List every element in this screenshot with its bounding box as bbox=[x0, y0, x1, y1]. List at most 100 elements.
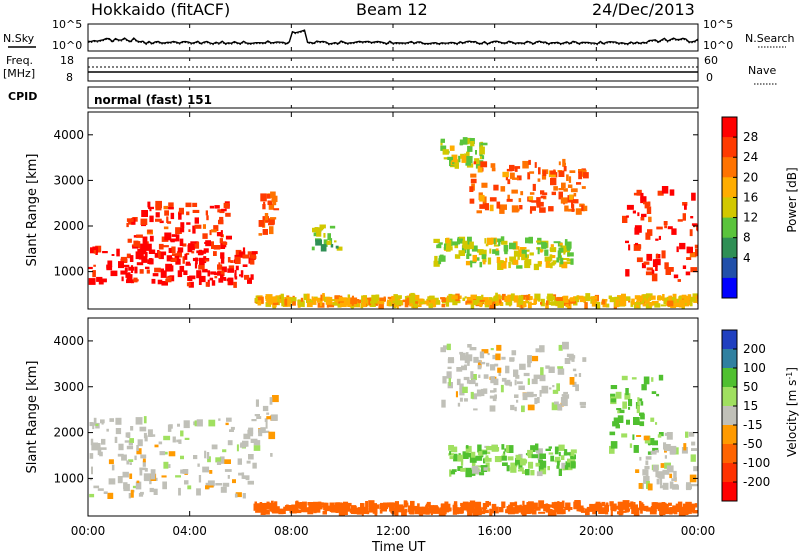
data-cell bbox=[182, 256, 185, 264]
data-cell bbox=[550, 263, 553, 269]
data-cell bbox=[542, 192, 548, 196]
data-cell bbox=[479, 351, 485, 359]
data-cell bbox=[159, 451, 166, 456]
data-cell bbox=[516, 399, 519, 403]
data-cell bbox=[637, 397, 640, 406]
data-cell bbox=[526, 259, 532, 266]
data-cell bbox=[520, 508, 527, 515]
date-title: 24/Dec/2013 bbox=[592, 0, 695, 19]
data-cell bbox=[203, 248, 209, 253]
data-cell bbox=[433, 238, 440, 243]
data-cell bbox=[511, 350, 517, 356]
data-cell bbox=[329, 502, 334, 509]
data-cell bbox=[564, 358, 571, 364]
data-cell bbox=[539, 345, 545, 353]
data-cell bbox=[549, 254, 553, 261]
data-cell bbox=[558, 247, 564, 253]
data-cell bbox=[413, 293, 416, 301]
data-cell bbox=[689, 229, 693, 237]
data-cell bbox=[510, 466, 517, 473]
data-cell bbox=[248, 433, 254, 437]
data-cell bbox=[227, 257, 231, 263]
data-cell bbox=[163, 226, 169, 230]
data-cell bbox=[462, 137, 468, 145]
colorbar-tick-label: -15 bbox=[743, 418, 763, 432]
data-cell bbox=[639, 398, 643, 402]
data-cell bbox=[634, 225, 642, 233]
nave-label: Nave bbox=[748, 64, 776, 77]
data-cell bbox=[551, 191, 556, 196]
data-cell bbox=[654, 449, 659, 453]
data-cell bbox=[505, 257, 508, 263]
data-cell bbox=[137, 248, 141, 257]
data-cell bbox=[469, 198, 475, 204]
data-cell bbox=[137, 439, 143, 447]
data-cell bbox=[612, 421, 620, 427]
data-cell bbox=[136, 262, 144, 266]
data-cell bbox=[196, 488, 201, 496]
data-cell bbox=[461, 365, 467, 371]
data-cell bbox=[570, 188, 578, 193]
data-cell bbox=[118, 261, 124, 269]
data-cell bbox=[132, 245, 138, 249]
data-cell bbox=[660, 304, 667, 307]
data-cell bbox=[528, 196, 534, 201]
data-cell bbox=[441, 297, 448, 303]
data-cell bbox=[662, 469, 670, 475]
data-cell bbox=[329, 225, 336, 229]
y-tick-label: 4000 bbox=[53, 334, 84, 348]
data-cell bbox=[640, 217, 645, 221]
data-cell bbox=[638, 483, 643, 489]
data-cell bbox=[621, 433, 628, 438]
data-cell bbox=[507, 456, 514, 461]
data-cell bbox=[442, 149, 449, 155]
data-cell bbox=[624, 393, 631, 400]
data-cell bbox=[136, 234, 143, 238]
data-cell bbox=[569, 377, 575, 385]
data-cell bbox=[528, 461, 534, 469]
data-cell bbox=[415, 294, 420, 300]
data-cell bbox=[495, 248, 499, 251]
data-cell bbox=[522, 160, 529, 169]
data-cell bbox=[557, 403, 562, 408]
data-cell bbox=[662, 294, 665, 301]
data-cell bbox=[415, 506, 423, 511]
data-cell bbox=[457, 238, 463, 244]
data-cell bbox=[547, 509, 553, 516]
data-cell bbox=[564, 507, 570, 510]
data-cell bbox=[121, 276, 124, 282]
data-cell bbox=[480, 142, 488, 146]
data-cell bbox=[142, 236, 148, 244]
data-cell bbox=[281, 303, 287, 307]
data-cell bbox=[379, 506, 386, 510]
data-cell bbox=[462, 240, 468, 249]
data-cell bbox=[428, 505, 433, 513]
data-cell bbox=[456, 367, 463, 372]
data-cell bbox=[422, 300, 430, 305]
data-cell bbox=[545, 504, 552, 508]
data-cell bbox=[539, 261, 542, 265]
data-cell bbox=[484, 238, 487, 244]
data-cell bbox=[633, 417, 640, 425]
data-cell bbox=[202, 268, 208, 273]
data-cell bbox=[529, 507, 534, 514]
data-cell bbox=[185, 202, 192, 208]
data-cell bbox=[476, 465, 482, 468]
data-cell bbox=[465, 445, 469, 449]
data-cell bbox=[696, 224, 698, 232]
data-cell bbox=[93, 264, 96, 267]
data-cell bbox=[685, 271, 691, 276]
data-cell bbox=[209, 205, 214, 209]
data-cell bbox=[631, 377, 637, 380]
data-cell bbox=[475, 162, 483, 169]
freq-panel: 18 8 60 0 Freq. [MHz] Nave bbox=[3, 54, 778, 85]
data-cell bbox=[258, 507, 262, 512]
data-cell bbox=[476, 359, 482, 363]
data-cell bbox=[556, 383, 560, 392]
data-cell bbox=[511, 189, 518, 194]
colorbar-swatch bbox=[722, 157, 737, 178]
data-cell bbox=[621, 375, 628, 381]
data-cell bbox=[479, 142, 482, 149]
data-cell bbox=[211, 280, 216, 286]
data-cell bbox=[340, 302, 347, 308]
